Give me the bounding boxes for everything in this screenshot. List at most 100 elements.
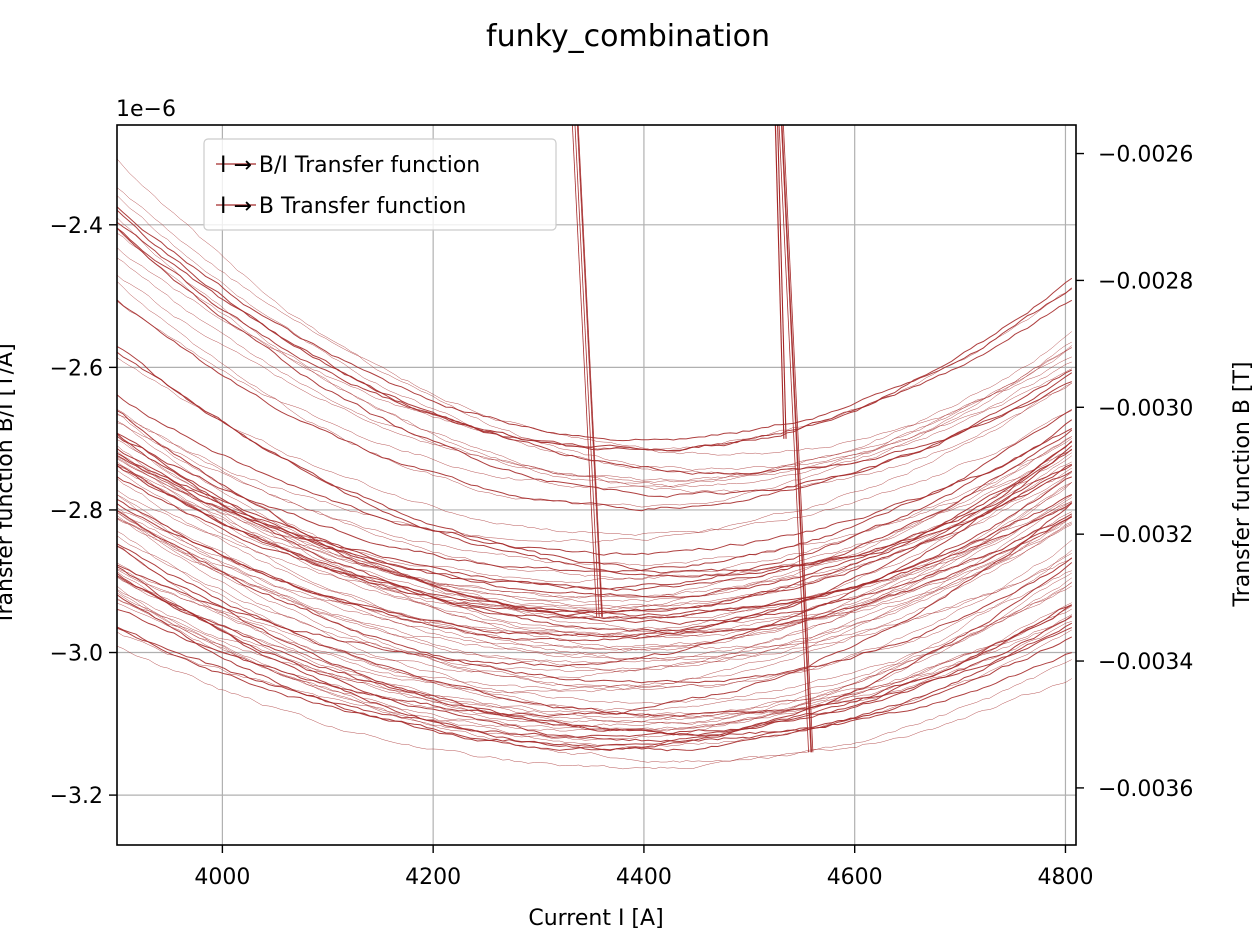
series-line — [117, 482, 1072, 656]
series-line — [117, 209, 1073, 452]
plot-area — [117, 125, 1073, 770]
x-tick-label: 4800 — [1037, 865, 1093, 890]
series-line — [117, 281, 1072, 508]
y-left-axis-label: Transfer function B/I [T/A] — [0, 343, 18, 625]
series-group — [117, 125, 1073, 770]
series-line — [117, 439, 1072, 603]
series-line — [117, 221, 1072, 475]
series-line — [117, 482, 1072, 651]
series-line — [117, 516, 1072, 673]
series-line — [117, 590, 1072, 748]
x-tick-label: 4200 — [405, 865, 461, 890]
series-line — [117, 410, 1073, 625]
series-line — [117, 440, 1073, 642]
series-line — [117, 562, 1072, 718]
y-left-tick-label: −2.6 — [50, 356, 103, 381]
series-line — [117, 434, 1072, 651]
spike-line — [775, 125, 785, 439]
chart-title: funky_combination — [486, 19, 770, 54]
legend-box — [203, 138, 557, 231]
series-line — [117, 566, 1073, 752]
spike-line — [778, 125, 809, 753]
series-line — [117, 465, 1072, 620]
series-line — [117, 604, 1072, 738]
series-line — [117, 577, 1072, 728]
series-line — [117, 464, 1073, 620]
series-line — [117, 441, 1073, 617]
y-right-tick-label: −0.0028 — [1098, 269, 1193, 294]
y-left-tick-label: −2.4 — [50, 214, 103, 239]
series-line — [117, 448, 1073, 598]
series-line — [117, 572, 1073, 743]
series-line — [117, 433, 1073, 635]
spike-line — [577, 125, 603, 617]
series-line — [117, 413, 1072, 633]
y-right-tick-label: −0.0036 — [1098, 777, 1193, 802]
series-line — [117, 512, 1072, 688]
series-line — [117, 382, 1072, 543]
plot-frame — [116, 124, 1077, 846]
x-tick-label: 4600 — [827, 865, 883, 890]
series-line — [117, 394, 1073, 556]
series-line — [117, 574, 1072, 737]
y-right-tick-label: −0.0032 — [1098, 523, 1193, 548]
series-line — [117, 461, 1072, 635]
series-line — [117, 301, 1072, 490]
series-line — [117, 604, 1073, 747]
series-line — [117, 515, 1072, 705]
series-line — [117, 576, 1072, 720]
series-line — [117, 432, 1073, 617]
series-line — [117, 436, 1072, 599]
series-line — [117, 545, 1073, 735]
series-line — [117, 494, 1072, 690]
series-line — [117, 227, 1073, 498]
spike-line — [574, 125, 600, 617]
series-line — [117, 510, 1073, 684]
series-line — [117, 645, 1072, 770]
spike-line — [783, 125, 814, 753]
series-line — [117, 500, 1072, 694]
x-axis-label: Current I [A] — [528, 906, 663, 931]
y-right-tick-label: −0.0034 — [1098, 650, 1193, 675]
spike-line — [777, 125, 787, 439]
y-left-tick-label: −2.8 — [50, 499, 103, 524]
spike-line — [572, 125, 598, 617]
series-line — [117, 543, 1072, 718]
y-left-tick-label: −3.2 — [50, 784, 103, 809]
series-line — [117, 478, 1072, 649]
series-line — [117, 598, 1072, 717]
y-right-axis-label: Transfer function B [T] — [1230, 361, 1255, 607]
series-line — [117, 206, 1073, 442]
series-line — [117, 187, 1072, 456]
y-right-tick-label: −0.0030 — [1098, 396, 1193, 421]
spike-line — [577, 125, 603, 617]
series-line — [117, 562, 1073, 752]
series-line — [117, 419, 1073, 590]
series-line — [117, 589, 1072, 725]
left-axis-offset-label: 1e−6 — [116, 97, 176, 122]
legend-entry: I → B/I Transfer function — [220, 153, 480, 178]
series-line — [117, 217, 1072, 488]
spike-line — [781, 125, 812, 753]
x-tick-label: 4400 — [616, 865, 672, 890]
spike-line — [781, 125, 812, 753]
series-line — [117, 357, 1072, 536]
series-line — [117, 420, 1072, 621]
series-line — [117, 470, 1072, 679]
series-line — [117, 450, 1072, 608]
series-line — [117, 232, 1072, 493]
series-line — [117, 494, 1072, 661]
series-line — [117, 501, 1072, 638]
legend: I → B/I Transfer function I → B Transfer… — [203, 138, 557, 231]
y-right-tick-label: −0.0026 — [1098, 143, 1193, 168]
series-line — [117, 461, 1072, 638]
grid-lines — [117, 125, 1076, 845]
series-line — [117, 531, 1072, 711]
series-line — [117, 247, 1072, 451]
series-line — [117, 602, 1072, 732]
series-line — [117, 436, 1072, 611]
series-line — [117, 482, 1072, 664]
y-left-tick-label: −3.0 — [50, 642, 103, 667]
x-tick-label: 4000 — [194, 865, 250, 890]
